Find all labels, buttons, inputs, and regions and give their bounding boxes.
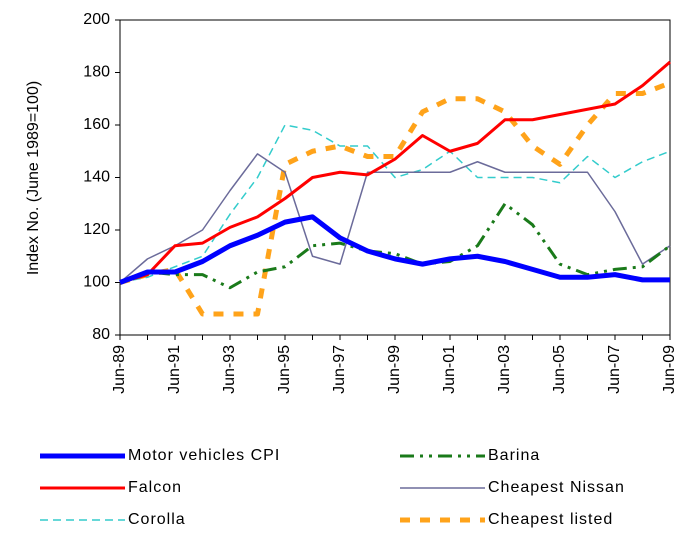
legend-label: Falcon (128, 479, 182, 496)
x-tick-label: Jun-95 (276, 345, 293, 394)
x-tick-label: Jun-91 (166, 345, 183, 394)
series-line (119, 60, 671, 284)
y-tick-label: 200 (83, 11, 110, 28)
series-line (119, 202, 671, 290)
legend-label: Motor vehicles CPI (128, 447, 280, 464)
y-tick-label: 100 (83, 274, 110, 291)
series-line (119, 214, 670, 285)
y-tick-label: 140 (83, 169, 110, 186)
y-tick-label: 80 (92, 326, 110, 343)
x-tick-label: Jun-99 (386, 345, 403, 394)
y-tick-label: 160 (83, 116, 110, 133)
x-tick-label: Jun-09 (661, 345, 678, 394)
x-tick-label: Jun-05 (551, 345, 568, 394)
legend-label: Barina (488, 447, 540, 464)
x-tick-label: Jun-97 (331, 345, 348, 394)
series-line (119, 124, 671, 284)
x-tick-label: Jun-01 (441, 345, 458, 394)
y-tick-label: 120 (83, 221, 110, 238)
x-tick-label: Jun-03 (496, 345, 513, 394)
y-axis-label: Index No. (June 1989=100) (25, 81, 42, 275)
legend-label: Corolla (128, 511, 186, 528)
y-tick-label: 180 (83, 64, 110, 81)
x-tick-label: Jun-07 (606, 345, 623, 394)
x-tick-label: Jun-93 (221, 345, 238, 394)
series-line (119, 80, 671, 317)
legend-label: Cheapest Nissan (488, 479, 625, 496)
series-line (119, 153, 671, 284)
legend-label: Cheapest listed (488, 511, 613, 528)
x-tick-label: Jun-89 (111, 345, 128, 394)
